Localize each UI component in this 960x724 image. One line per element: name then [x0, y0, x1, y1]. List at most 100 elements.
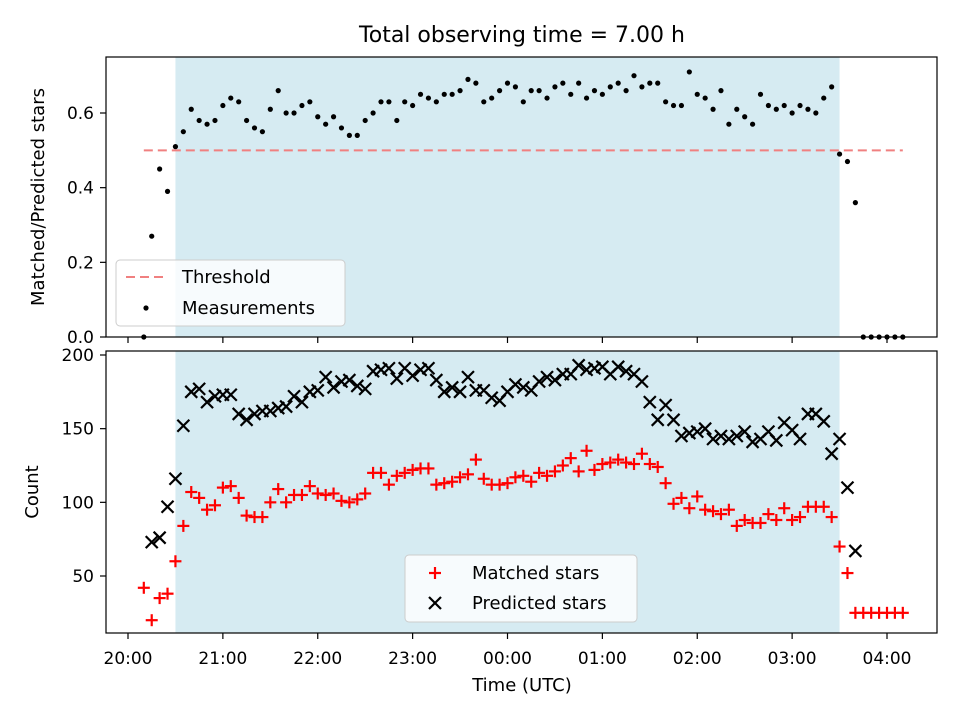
- matched-star-marker: [161, 587, 174, 600]
- measurement-point: [742, 114, 748, 120]
- matched-star-marker: [193, 491, 206, 504]
- measurement-points: [141, 69, 906, 340]
- measurement-point: [370, 110, 376, 116]
- measurement-point: [702, 95, 708, 101]
- matched-star-marker: [256, 511, 269, 524]
- predicted-star-marker: [263, 404, 278, 418]
- measurement-point: [583, 95, 590, 101]
- top-y-ticks: 0.0 0.2 0.4 0.6: [67, 104, 106, 348]
- matched-star-marker: [169, 555, 182, 568]
- matched-star-marker: [778, 502, 791, 515]
- measurement-point: [710, 106, 716, 112]
- matched-star-marker: [153, 592, 166, 605]
- matched-star-marker: [572, 465, 585, 478]
- legend-matched-swatch: [429, 567, 441, 579]
- measurement-point: [496, 88, 503, 94]
- measurement-point: [251, 125, 258, 131]
- predicted-star-marker: [453, 385, 467, 399]
- predicted-star-marker: [326, 380, 341, 395]
- measurement-point: [829, 84, 835, 90]
- measurement-point: [291, 110, 297, 116]
- y-tick-label: 0.6: [67, 104, 94, 124]
- measurement-point: [149, 233, 155, 239]
- matched-star-marker: [311, 487, 324, 500]
- measurement-point: [552, 84, 558, 90]
- predicted-star-marker: [231, 407, 246, 421]
- measurement-point: [639, 84, 645, 90]
- top-legend: Threshold Measurements: [115, 259, 346, 327]
- measurement-point: [528, 88, 534, 94]
- matched-star-marker: [327, 487, 340, 500]
- measurement-point: [315, 114, 321, 120]
- predicted-star-marker: [508, 377, 523, 392]
- predicted-star-marker: [461, 370, 475, 384]
- predicted-star-marker: [650, 413, 665, 427]
- matched-star-marker: [493, 478, 506, 491]
- matched-star-marker: [541, 469, 554, 482]
- measurement-point: [591, 88, 598, 94]
- matched-star-marker: [635, 447, 648, 460]
- measurement-point: [670, 102, 677, 109]
- predicted-star-marker: [350, 379, 365, 393]
- matched-star-marker: [596, 458, 609, 471]
- matched-star-marker: [533, 466, 546, 479]
- predicted-star-marker: [848, 544, 863, 558]
- predicted-star-marker: [484, 390, 499, 405]
- measurement-point: [307, 99, 313, 105]
- matched-star-marker: [896, 606, 909, 619]
- matched-star-marker: [786, 514, 799, 527]
- predicted-star-marker: [176, 418, 191, 433]
- matched-star-marker: [177, 519, 190, 532]
- predicted-star-marker: [548, 373, 562, 387]
- measurement-point: [323, 121, 329, 127]
- predicted-star-marker: [674, 429, 689, 443]
- matched-star-marker: [667, 497, 680, 510]
- measurement-point: [512, 84, 519, 90]
- bottom-legend: Matched stars Predicted stars: [404, 554, 638, 623]
- predicted-star-marker: [295, 395, 309, 409]
- measurement-point: [568, 91, 574, 97]
- matched-star-marker: [438, 477, 451, 490]
- x-tick-label: 01:00: [578, 649, 627, 669]
- measurement-point: [283, 110, 289, 116]
- matched-star-marker: [454, 471, 467, 484]
- legend-predicted-label: Predicted stars: [472, 593, 606, 614]
- x-tick-label: 22:00: [293, 649, 342, 669]
- bottom-y-axis-label: Count: [22, 465, 43, 518]
- measurement-point: [433, 99, 439, 105]
- legend-matched-label: Matched stars: [472, 563, 599, 584]
- matched-star-marker: [707, 505, 720, 518]
- measurement-point: [813, 110, 819, 116]
- x-axis-label: Time (UTC): [471, 675, 572, 696]
- chart-title: Total observing time = 7.00 h: [358, 23, 685, 48]
- predicted-star-marker: [540, 370, 554, 384]
- measurement-point: [607, 84, 613, 90]
- matched-star-marker: [628, 458, 640, 471]
- predicted-star-marker: [730, 429, 744, 443]
- matched-star-marker: [446, 475, 459, 488]
- measurement-point: [544, 95, 550, 101]
- matched-star-marker: [825, 511, 838, 524]
- y-tick-label: 0.2: [67, 253, 94, 273]
- measurement-point: [473, 80, 479, 86]
- measurement-point: [749, 121, 756, 127]
- predicted-star-marker: [690, 424, 705, 439]
- legend-threshold-label: Threshold: [181, 267, 271, 288]
- y-tick-label: 0.0: [67, 328, 94, 348]
- predicted-star-marker: [247, 407, 262, 421]
- predicted-star-marker: [698, 421, 712, 436]
- measurement-point: [410, 102, 416, 109]
- predicted-star-marker: [144, 535, 159, 549]
- measurement-point: [220, 102, 226, 109]
- matched-star-marker: [770, 514, 783, 527]
- predicted-star-marker: [437, 385, 452, 399]
- predicted-star-marker: [421, 361, 436, 376]
- predicted-star-marker: [390, 371, 404, 386]
- matched-star-marker: [659, 477, 672, 490]
- measurement-point: [489, 95, 495, 101]
- matched-star-marker: [556, 459, 569, 472]
- measurement-point: [789, 110, 795, 116]
- predicted-star-marker: [224, 388, 238, 402]
- matched-star-marker: [145, 614, 158, 627]
